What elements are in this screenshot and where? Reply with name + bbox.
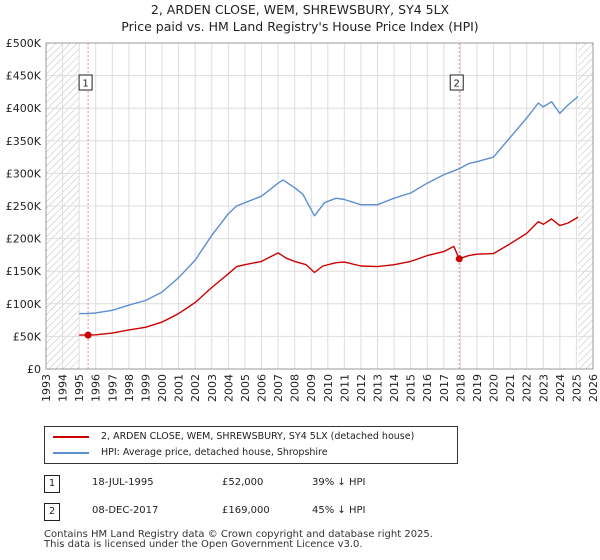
y-tick-label: £450K bbox=[6, 70, 42, 83]
y-tick-label: £200K bbox=[6, 233, 42, 246]
legend-entry-property: 2, ARDEN CLOSE, WEM, SHREWSBURY, SY4 5LX… bbox=[53, 430, 414, 444]
sale-date: 18-JUL-1995 bbox=[92, 477, 154, 488]
sale-hpi: 39% ↓ HPI bbox=[312, 477, 366, 488]
x-tick-label: 1995 bbox=[73, 374, 86, 402]
x-tick-label: 2019 bbox=[471, 374, 484, 402]
sale-label-2: 2 bbox=[454, 79, 460, 90]
x-tick-label: 2012 bbox=[355, 374, 368, 402]
x-tick-label: 1999 bbox=[139, 374, 152, 402]
y-tick-label: £50K bbox=[13, 330, 42, 343]
x-tick-label: 2015 bbox=[405, 374, 418, 402]
x-tick-label: 2013 bbox=[372, 374, 385, 402]
x-tick-label: 1998 bbox=[123, 374, 136, 402]
y-tick-label: £250K bbox=[6, 200, 42, 213]
x-tick-label: 2008 bbox=[289, 374, 302, 402]
x-tick-label: 2004 bbox=[222, 374, 235, 402]
x-tick-label: 2001 bbox=[173, 374, 186, 402]
footer: Contains HM Land Registry data © Crown c… bbox=[44, 530, 433, 550]
x-tick-label: 1997 bbox=[106, 374, 119, 402]
x-tick-label: 2002 bbox=[189, 374, 202, 402]
x-tick-label: 2018 bbox=[454, 374, 467, 402]
legend: 2, ARDEN CLOSE, WEM, SHREWSBURY, SY4 5LX… bbox=[44, 426, 458, 464]
x-tick-label: 2011 bbox=[338, 374, 351, 402]
series-line-hpi bbox=[79, 95, 579, 315]
x-tick-label: 2025 bbox=[570, 374, 583, 402]
x-tick-label: 2007 bbox=[272, 374, 285, 402]
chart-subtitle: Price paid vs. HM Land Registry's House … bbox=[121, 19, 479, 34]
x-tick-label: 2020 bbox=[488, 374, 501, 402]
series-line-property bbox=[79, 216, 579, 336]
sale-number: 1 bbox=[44, 475, 60, 493]
x-tick-label: 1996 bbox=[90, 374, 103, 402]
legend-label-hpi: HPI: Average price, detached house, Shro… bbox=[101, 447, 328, 458]
x-tick-label: 2016 bbox=[421, 374, 434, 402]
footer-line-1: Contains HM Land Registry data © Crown c… bbox=[44, 529, 433, 540]
sale-price: £52,000 bbox=[222, 477, 264, 488]
x-tick-label: 2022 bbox=[521, 374, 534, 402]
price-chart: £0 £50K £100K £150K £200K £250K £300K £350K £400… bbox=[6, 37, 600, 402]
legend-entry-hpi: HPI: Average price, detached house, Shro… bbox=[53, 446, 328, 460]
sale-hpi: 45% ↓ HPI bbox=[312, 505, 366, 516]
legend-label-property: 2, ARDEN CLOSE, WEM, SHREWSBURY, SY4 5LX… bbox=[101, 431, 415, 442]
y-tick-label: £100K bbox=[6, 298, 42, 311]
chart-title: 2, ARDEN CLOSE, WEM, SHREWSBURY, SY4 5LX bbox=[150, 2, 450, 17]
x-tick-label: 2021 bbox=[504, 374, 517, 402]
y-tick-label: £400K bbox=[6, 102, 42, 115]
y-tick-label: £500K bbox=[6, 37, 42, 50]
x-tick-label: 2003 bbox=[206, 374, 219, 402]
sale-label-box-1 bbox=[78, 74, 93, 91]
x-tick-label: 2000 bbox=[156, 374, 169, 402]
sale-point-1 bbox=[84, 331, 92, 339]
sale-point-2 bbox=[455, 255, 463, 263]
y-tick-label: £300K bbox=[6, 167, 42, 180]
y-tick-label: £350K bbox=[6, 135, 42, 148]
y-tick-label: £150K bbox=[6, 265, 42, 278]
x-tick-label: 2023 bbox=[537, 374, 550, 402]
x-tick-label: 2010 bbox=[322, 374, 335, 402]
footer-line-2: This data is licensed under the Open Gov… bbox=[44, 539, 363, 550]
sale-label-1: 1 bbox=[82, 79, 88, 90]
x-tick-label: 1994 bbox=[57, 374, 70, 402]
x-tick-label: 2024 bbox=[554, 374, 567, 402]
x-tick-label: 2006 bbox=[255, 374, 268, 402]
y-tick-label: £0 bbox=[27, 363, 41, 376]
sale-date: 08-DEC-2017 bbox=[92, 505, 159, 516]
x-tick-label: 2005 bbox=[239, 374, 252, 402]
plot-border bbox=[45, 42, 594, 370]
x-tick-label: 2009 bbox=[305, 374, 318, 402]
sale-number: 2 bbox=[44, 503, 60, 521]
sale-label-box-2 bbox=[449, 74, 464, 91]
sale-price: £169,000 bbox=[222, 505, 270, 516]
x-tick-label: 2014 bbox=[388, 374, 401, 402]
x-tick-label: 2017 bbox=[438, 374, 451, 402]
x-tick-label: 1993 bbox=[40, 374, 53, 402]
legend-swatch-blue bbox=[53, 451, 89, 454]
x-tick-label: 2026 bbox=[587, 374, 600, 402]
legend-swatch-red bbox=[53, 435, 89, 438]
